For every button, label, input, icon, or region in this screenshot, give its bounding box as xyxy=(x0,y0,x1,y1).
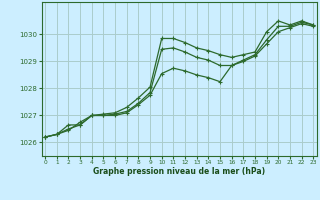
X-axis label: Graphe pression niveau de la mer (hPa): Graphe pression niveau de la mer (hPa) xyxy=(93,167,265,176)
